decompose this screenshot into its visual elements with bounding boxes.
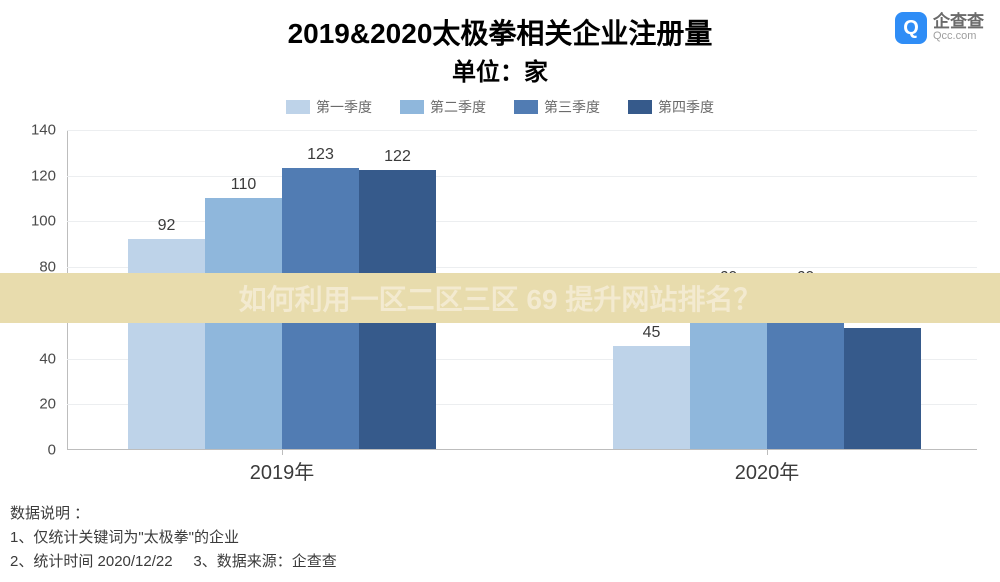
x-tick-mark [282, 449, 283, 455]
legend-label: 第二季度 [430, 97, 486, 117]
bar-slot: 45 [613, 324, 690, 449]
legend-label: 第四季度 [658, 97, 714, 117]
x-axis-label: 2019年 [250, 456, 315, 485]
chart-title: 2019&2020太极拳相关企业注册量 [0, 12, 1000, 52]
y-tick-label: 0 [48, 442, 56, 459]
watermark-badge: Q [895, 12, 927, 44]
y-tick-label: 120 [31, 167, 56, 184]
bar-value-label: 92 [158, 217, 176, 235]
overlay-banner: 如何利用一区二区三区 69 提升网站排名？ [0, 273, 1000, 323]
y-tick-label: 20 [39, 396, 56, 413]
legend-swatch [400, 100, 424, 114]
legend-swatch [628, 100, 652, 114]
footer-line: 数据说明 ： [10, 502, 337, 526]
grid-line [67, 130, 977, 131]
bar-value-label: 122 [384, 148, 411, 166]
bar-slot: 92 [128, 217, 205, 449]
legend-swatch [514, 100, 538, 114]
legend-item: 第二季度 [400, 97, 486, 117]
x-axis-label: 2020年 [735, 456, 800, 485]
watermark-domain: Qcc.com [933, 31, 984, 43]
footer-notes: 数据说明 ：1、仅统计关键词为"太极拳"的企业2、统计时间 2020/12/22… [10, 502, 337, 574]
title-block: 2019&2020太极拳相关企业注册量 单位：家 [0, 0, 1000, 87]
bar [205, 198, 282, 449]
chart-subtitle: 单位：家 [0, 52, 1000, 87]
bar [844, 328, 921, 449]
watermark-badge-letter: Q [903, 17, 919, 40]
overlay-text: 如何利用一区二区三区 69 提升网站排名？ [239, 278, 762, 318]
legend-item: 第三季度 [514, 97, 600, 117]
footer-line: 2、统计时间 2020/12/22 3、数据来源：企查查 [10, 550, 337, 574]
bar-value-label: 110 [231, 176, 257, 194]
chart-page: { "title": { "text": "2019&2020太极拳相关企业注册… [0, 0, 1000, 582]
x-axis-labels: 2019年 2020年 [67, 456, 977, 486]
y-tick-label: 140 [31, 122, 56, 139]
bar-value-label: 45 [643, 324, 661, 342]
bar [613, 346, 690, 449]
legend-label: 第一季度 [316, 97, 372, 117]
legend-swatch [286, 100, 310, 114]
legend-item: 第一季度 [286, 97, 372, 117]
y-tick-label: 40 [39, 350, 56, 367]
footer-line: 1、仅统计关键词为"太极拳"的企业 [10, 526, 337, 550]
x-tick-mark [767, 449, 768, 455]
legend-item: 第四季度 [628, 97, 714, 117]
source-watermark: Q 企查查 Qcc.com [895, 12, 984, 44]
watermark-name: 企查查 [933, 13, 984, 31]
bar-slot: 53 [844, 306, 921, 449]
bar-value-label: 123 [307, 146, 334, 164]
bar [128, 239, 205, 449]
legend: 第一季度 第二季度 第三季度 第四季度 [0, 97, 1000, 117]
legend-label: 第三季度 [544, 97, 600, 117]
y-tick-label: 100 [31, 213, 56, 230]
